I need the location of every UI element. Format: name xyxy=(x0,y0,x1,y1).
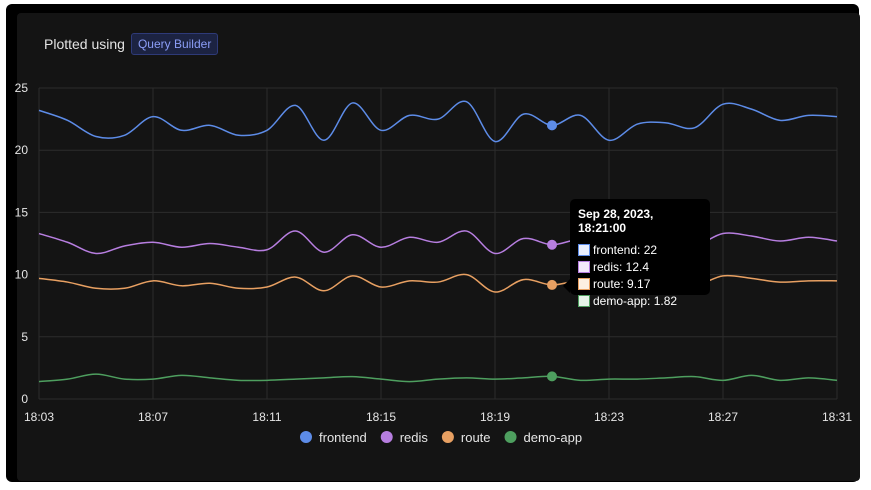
legend-marker-redis xyxy=(380,431,393,443)
legend-label-redis: redis xyxy=(400,430,429,445)
y-tick-label: 15 xyxy=(15,205,29,219)
tooltip-row-text: redis: 12.4 xyxy=(593,259,650,274)
tooltip-row-demo-app: demo-app: 1.82 xyxy=(578,292,702,309)
chart-window xyxy=(6,4,860,482)
series-line-redis xyxy=(38,230,838,255)
tooltip-row-text: route: 9.17 xyxy=(593,276,651,291)
x-tick-label: 18:19 xyxy=(480,410,510,424)
x-tick-label: 18:15 xyxy=(366,410,396,424)
x-tick-label: 18:11 xyxy=(252,410,281,424)
highlight-point-frontend xyxy=(547,120,557,131)
y-tick-label: 5 xyxy=(21,330,28,344)
demo-app-swatch-icon xyxy=(578,294,590,307)
highlight-point-demo-app xyxy=(547,371,557,382)
tooltip-row-frontend: frontend: 22 xyxy=(578,241,702,258)
x-tick-label: 18:23 xyxy=(594,410,624,424)
legend-marker-demo-app xyxy=(504,431,517,443)
y-tick-label: 10 xyxy=(15,268,29,282)
redis-swatch-icon xyxy=(578,260,590,273)
series-line-demo-app xyxy=(38,373,838,383)
series-line-frontend xyxy=(38,100,838,143)
x-tick-label: 18:31 xyxy=(822,410,852,424)
y-tick-label: 25 xyxy=(15,81,29,95)
x-tick-label: 18:03 xyxy=(24,410,54,424)
highlight-point-redis xyxy=(547,239,557,250)
frontend-swatch-icon xyxy=(578,243,590,256)
chart-panel xyxy=(17,13,860,481)
query-builder-badge[interactable]: Query Builder xyxy=(130,33,219,55)
x-tick-label: 18:27 xyxy=(708,410,738,424)
tooltip-row-text: demo-app: 1.82 xyxy=(593,293,678,308)
legend-label-frontend: frontend xyxy=(319,430,367,445)
route-swatch-icon xyxy=(578,277,590,290)
legend-label-demo-app: demo-app xyxy=(524,430,583,445)
x-tick-label: 18:07 xyxy=(138,410,168,424)
tooltip-row-route: route: 9.17 xyxy=(578,275,702,292)
panel-header: Plotted using Query Builder xyxy=(44,33,219,55)
legend-marker-frontend xyxy=(300,431,312,443)
tooltip-row-text: frontend: 22 xyxy=(593,242,658,257)
y-tick-label: 0 xyxy=(21,392,28,406)
y-tick-label: 20 xyxy=(15,143,29,157)
highlight-point-route xyxy=(547,279,557,290)
series-line-route xyxy=(38,273,838,293)
legend-label-route: route xyxy=(461,430,491,445)
tooltip-title: Sep 28, 2023, 18:21:00 xyxy=(578,207,654,235)
tooltip-row-redis: redis: 12.4 xyxy=(578,258,702,275)
chart-tooltip: Sep 28, 2023, 18:21:00 frontend: 22 redi… xyxy=(563,199,710,308)
legend-marker-route xyxy=(441,431,454,443)
plotted-using-label: Plotted using xyxy=(44,36,125,52)
